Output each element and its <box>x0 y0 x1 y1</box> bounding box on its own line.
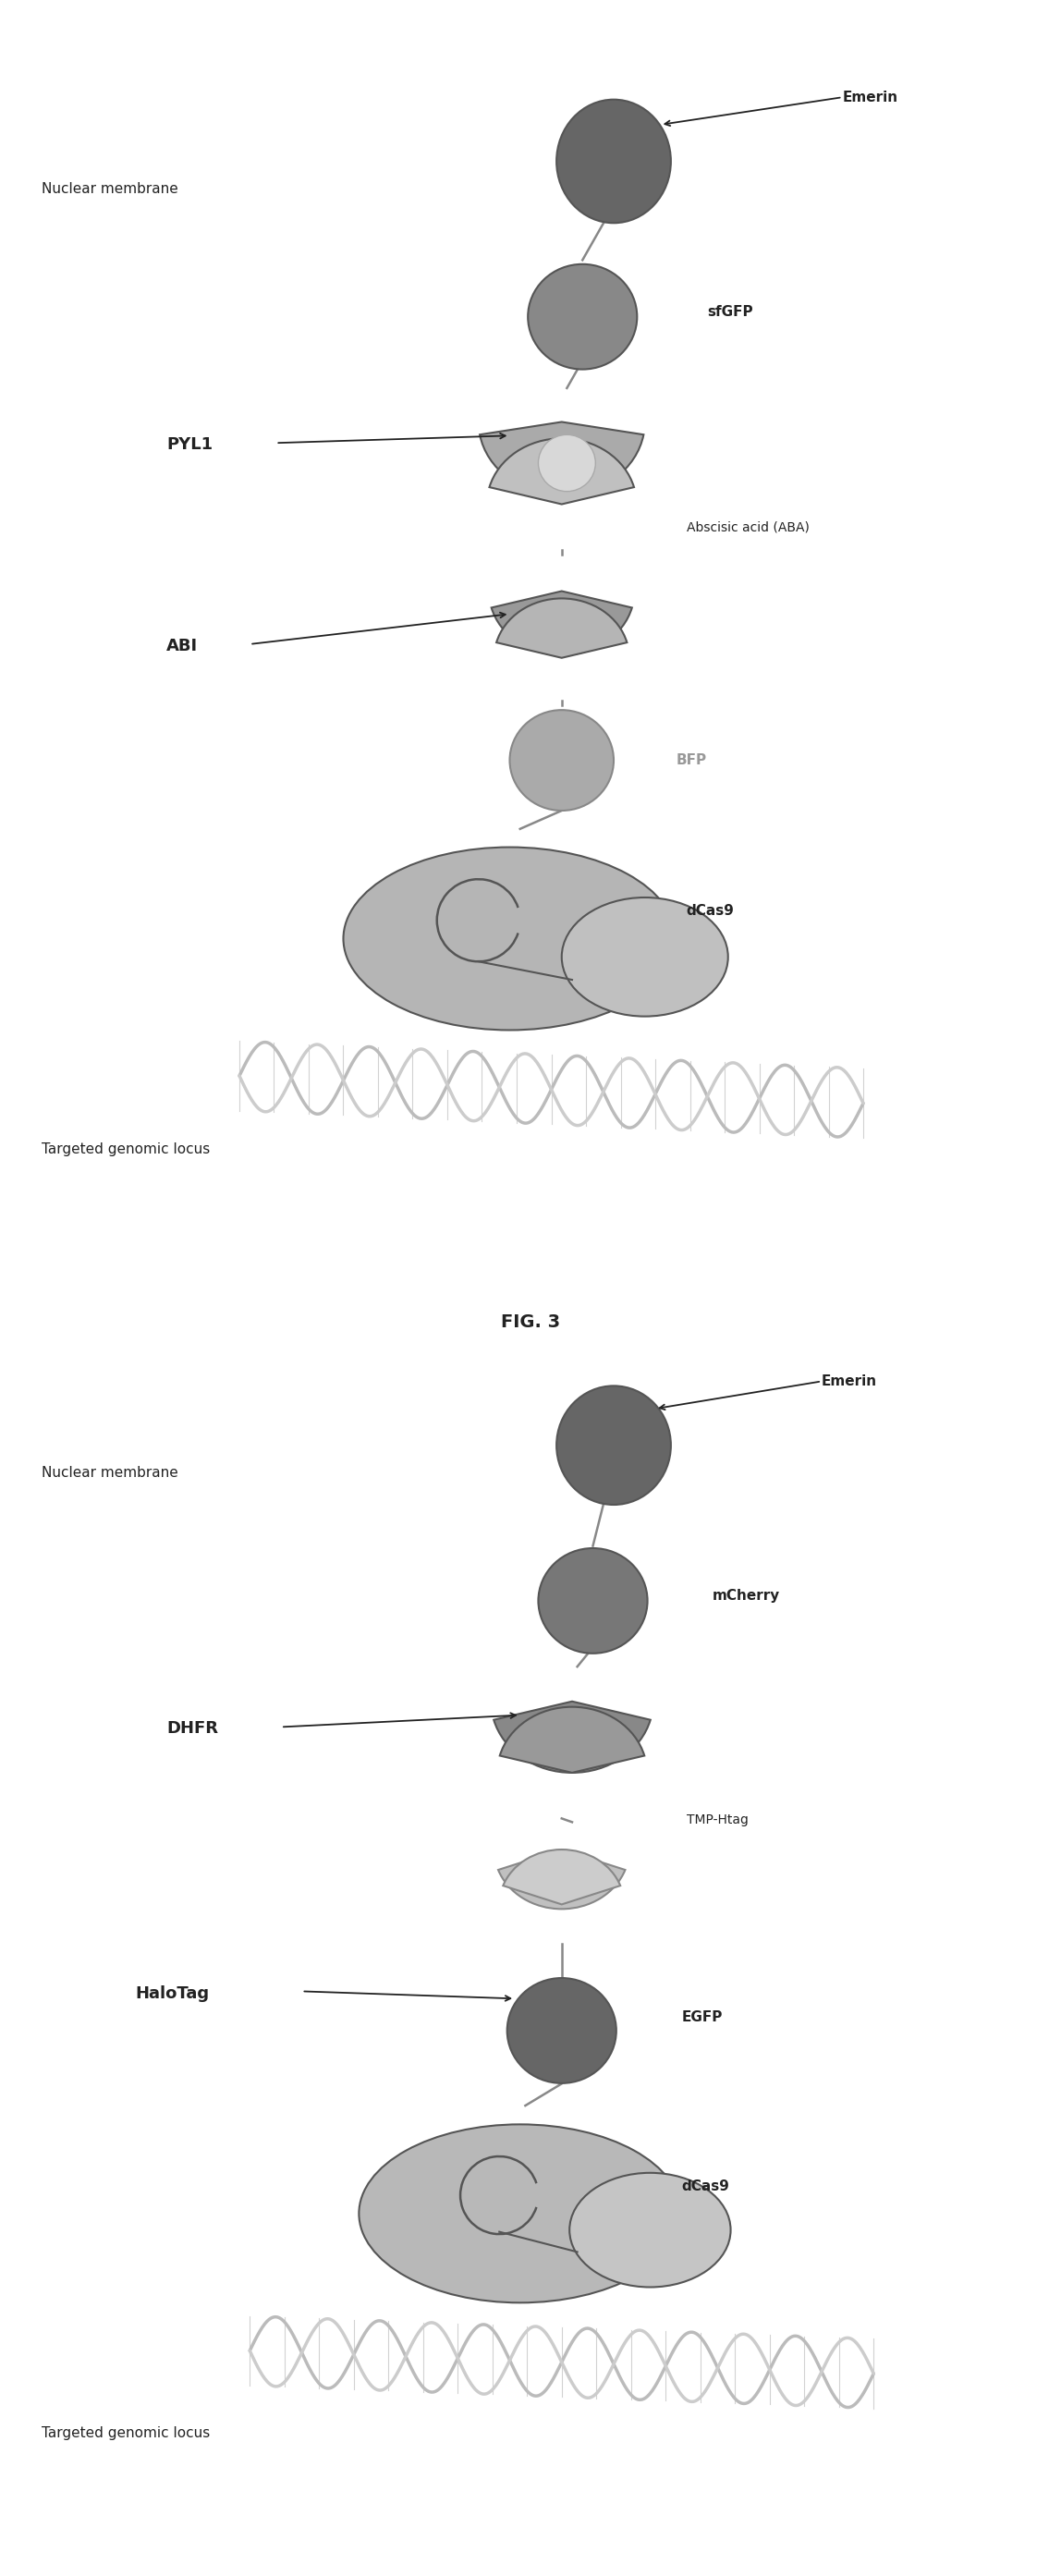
Ellipse shape <box>556 100 671 224</box>
Text: Emerin: Emerin <box>821 1376 877 1388</box>
Text: BFP: BFP <box>676 752 707 768</box>
Ellipse shape <box>570 2172 731 2287</box>
Ellipse shape <box>556 1386 671 1504</box>
Text: FIG. 3: FIG. 3 <box>501 1314 560 1332</box>
Text: ABI: ABI <box>167 639 198 654</box>
Text: dCas9: dCas9 <box>686 904 734 917</box>
Wedge shape <box>489 438 634 505</box>
Text: mCherry: mCherry <box>713 1589 780 1602</box>
Text: Targeted genomic locus: Targeted genomic locus <box>41 1141 210 1157</box>
Wedge shape <box>493 1700 650 1772</box>
Wedge shape <box>499 1850 625 1909</box>
Text: sfGFP: sfGFP <box>708 304 753 319</box>
Wedge shape <box>497 598 627 657</box>
Text: TMP-Htag: TMP-Htag <box>686 1814 748 1826</box>
Ellipse shape <box>538 435 595 492</box>
Text: HaloTag: HaloTag <box>136 1986 209 2002</box>
Ellipse shape <box>359 2125 681 2303</box>
Text: DHFR: DHFR <box>167 1721 219 1736</box>
Wedge shape <box>480 422 644 495</box>
Ellipse shape <box>561 896 728 1018</box>
Text: PYL1: PYL1 <box>167 435 213 453</box>
Ellipse shape <box>528 265 637 368</box>
Text: EGFP: EGFP <box>681 2009 723 2025</box>
Wedge shape <box>500 1708 644 1772</box>
Text: Nuclear membrane: Nuclear membrane <box>41 183 178 196</box>
Wedge shape <box>503 1850 621 1904</box>
Text: Emerin: Emerin <box>842 90 898 103</box>
Ellipse shape <box>507 1978 616 2084</box>
Text: Abscisic acid (ABA): Abscisic acid (ABA) <box>686 520 810 533</box>
Ellipse shape <box>538 1548 647 1654</box>
Text: Targeted genomic locus: Targeted genomic locus <box>41 2427 210 2439</box>
Wedge shape <box>491 590 632 654</box>
Ellipse shape <box>344 848 676 1030</box>
Ellipse shape <box>509 711 613 811</box>
Text: Nuclear membrane: Nuclear membrane <box>41 1466 178 1479</box>
Text: dCas9: dCas9 <box>681 2179 729 2192</box>
